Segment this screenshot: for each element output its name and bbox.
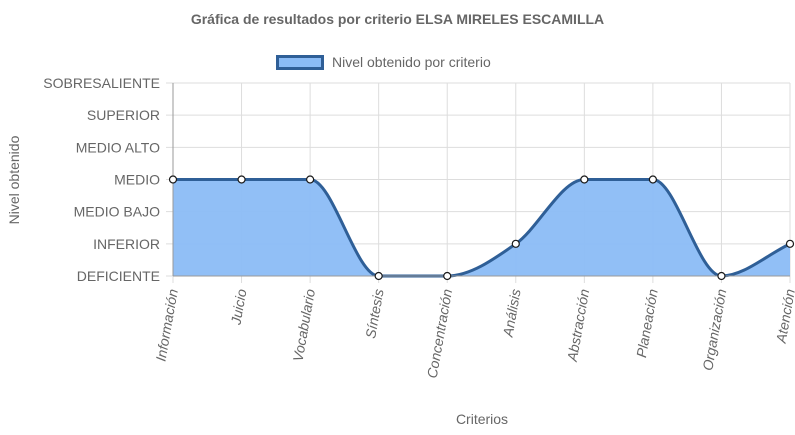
series-line	[173, 177, 791, 278]
data-point	[443, 271, 452, 281]
chart-title: Gráfica de resultados por criterio ELSA …	[190, 11, 605, 27]
x-axis-title: Criterios	[455, 411, 509, 427]
points	[168, 175, 795, 281]
data-point	[648, 175, 657, 184]
x-tick-label: Síntesis	[362, 288, 386, 340]
x-tick-label: Análisis	[499, 288, 523, 339]
y-tick-label: MEDIO	[114, 172, 160, 188]
y-ticks: DEFICIENTE INFERIOR MEDIO BAJO MEDIO MEDIO A…	[43, 75, 160, 284]
x-tick-label: Planeación	[633, 288, 661, 359]
x-tick-label: Concentración	[424, 288, 455, 380]
data-point	[717, 271, 726, 281]
y-tick-label: SUPERIOR	[87, 107, 160, 123]
legend[interactable]: Nivel obtenido por criterio	[276, 52, 491, 72]
x-tick-label: Vocabulario	[290, 288, 319, 363]
y-tick-label: SOBRESALIENTE	[43, 75, 160, 91]
data-point	[785, 239, 795, 248]
y-tick-label: DEFICIENTE	[77, 268, 160, 284]
x-tick-label: Atención	[773, 288, 795, 346]
x-tick-label: Información	[152, 288, 180, 363]
y-tick-label: MEDIO BAJO	[74, 204, 160, 220]
series-area-group	[173, 177, 791, 278]
data-point	[306, 175, 315, 184]
x-tick-label: Juicio	[227, 288, 249, 327]
x-ticks: Información Juicio Vocabulario Síntesis Conc…	[152, 288, 795, 380]
x-tick-label: Abstracción	[564, 288, 593, 364]
y-tick-label: INFERIOR	[93, 236, 160, 252]
x-tick-label: Organización	[699, 288, 729, 372]
data-point	[237, 175, 246, 184]
data-point	[511, 239, 520, 248]
data-point	[580, 175, 589, 184]
legend-label: Nivel obtenido por criterio	[332, 54, 491, 70]
data-point	[374, 271, 383, 281]
series-area-fill	[173, 179, 790, 276]
y-tick-label: MEDIO ALTO	[76, 139, 160, 155]
legend-swatch	[276, 54, 324, 70]
data-point	[168, 175, 178, 184]
